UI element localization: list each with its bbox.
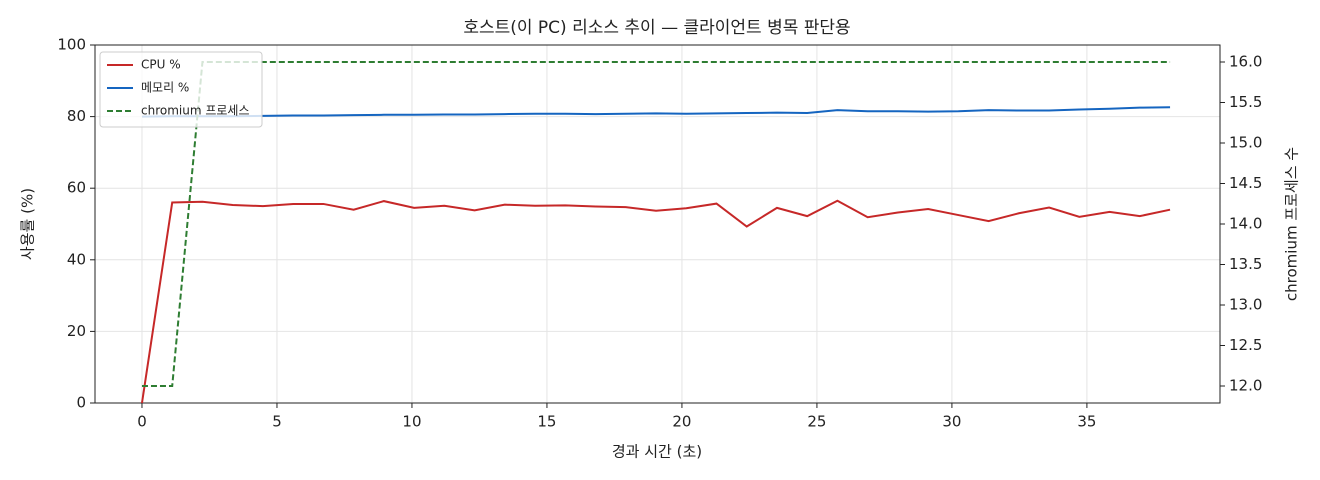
legend: CPU % 메모리 % chromium 프로세스 bbox=[99, 51, 263, 128]
plot-frame bbox=[94, 44, 1221, 404]
x-tick-label: 0 bbox=[137, 413, 147, 431]
y2-axis-label: chromium 프로세스 수 bbox=[1283, 147, 1301, 301]
y2-tick-label: 12.0 bbox=[1229, 376, 1262, 394]
y2-tick-label: 13.0 bbox=[1229, 295, 1262, 313]
x-tick-label: 15 bbox=[537, 413, 556, 431]
y-tick-label: 20 bbox=[67, 322, 86, 340]
x-tick-label: 35 bbox=[1077, 413, 1096, 431]
y2-tick-label: 13.5 bbox=[1229, 255, 1262, 273]
y-tick-label: 60 bbox=[67, 179, 86, 197]
y2-tick-label: 14.0 bbox=[1229, 215, 1262, 233]
y-axis-label: 사용률 (%) bbox=[19, 188, 37, 260]
y-tick-label: 100 bbox=[57, 36, 86, 54]
legend-label: chromium 프로세스 bbox=[141, 104, 250, 118]
y2-tick-label: 15.0 bbox=[1229, 134, 1262, 152]
legend-label: CPU % bbox=[141, 58, 181, 72]
y2-tick-label: 12.5 bbox=[1229, 336, 1262, 354]
x-tick-label: 5 bbox=[272, 413, 282, 431]
x-tick-label: 20 bbox=[672, 413, 691, 431]
legend-label: 메모리 % bbox=[141, 81, 189, 95]
x-axis-label: 경과 시간 (초) bbox=[612, 443, 702, 461]
legend-box bbox=[99, 51, 263, 128]
series-line bbox=[141, 106, 1171, 118]
y-tick-label: 0 bbox=[76, 394, 86, 412]
series-line bbox=[140, 199, 1171, 404]
x-tick-label: 10 bbox=[402, 413, 421, 431]
y2-tick-label: 14.5 bbox=[1229, 174, 1262, 192]
y-tick-label: 40 bbox=[67, 250, 86, 268]
chart-title: 호스트(이 PC) 리소스 추이 — 클라이언트 병목 판단용 bbox=[463, 18, 850, 38]
y2-tick-label: 16.0 bbox=[1229, 53, 1262, 71]
y2-tick-label: 15.5 bbox=[1229, 93, 1262, 111]
y-tick-label: 80 bbox=[67, 107, 86, 125]
x-tick-label: 30 bbox=[942, 413, 961, 431]
x-tick-label: 25 bbox=[807, 413, 826, 431]
